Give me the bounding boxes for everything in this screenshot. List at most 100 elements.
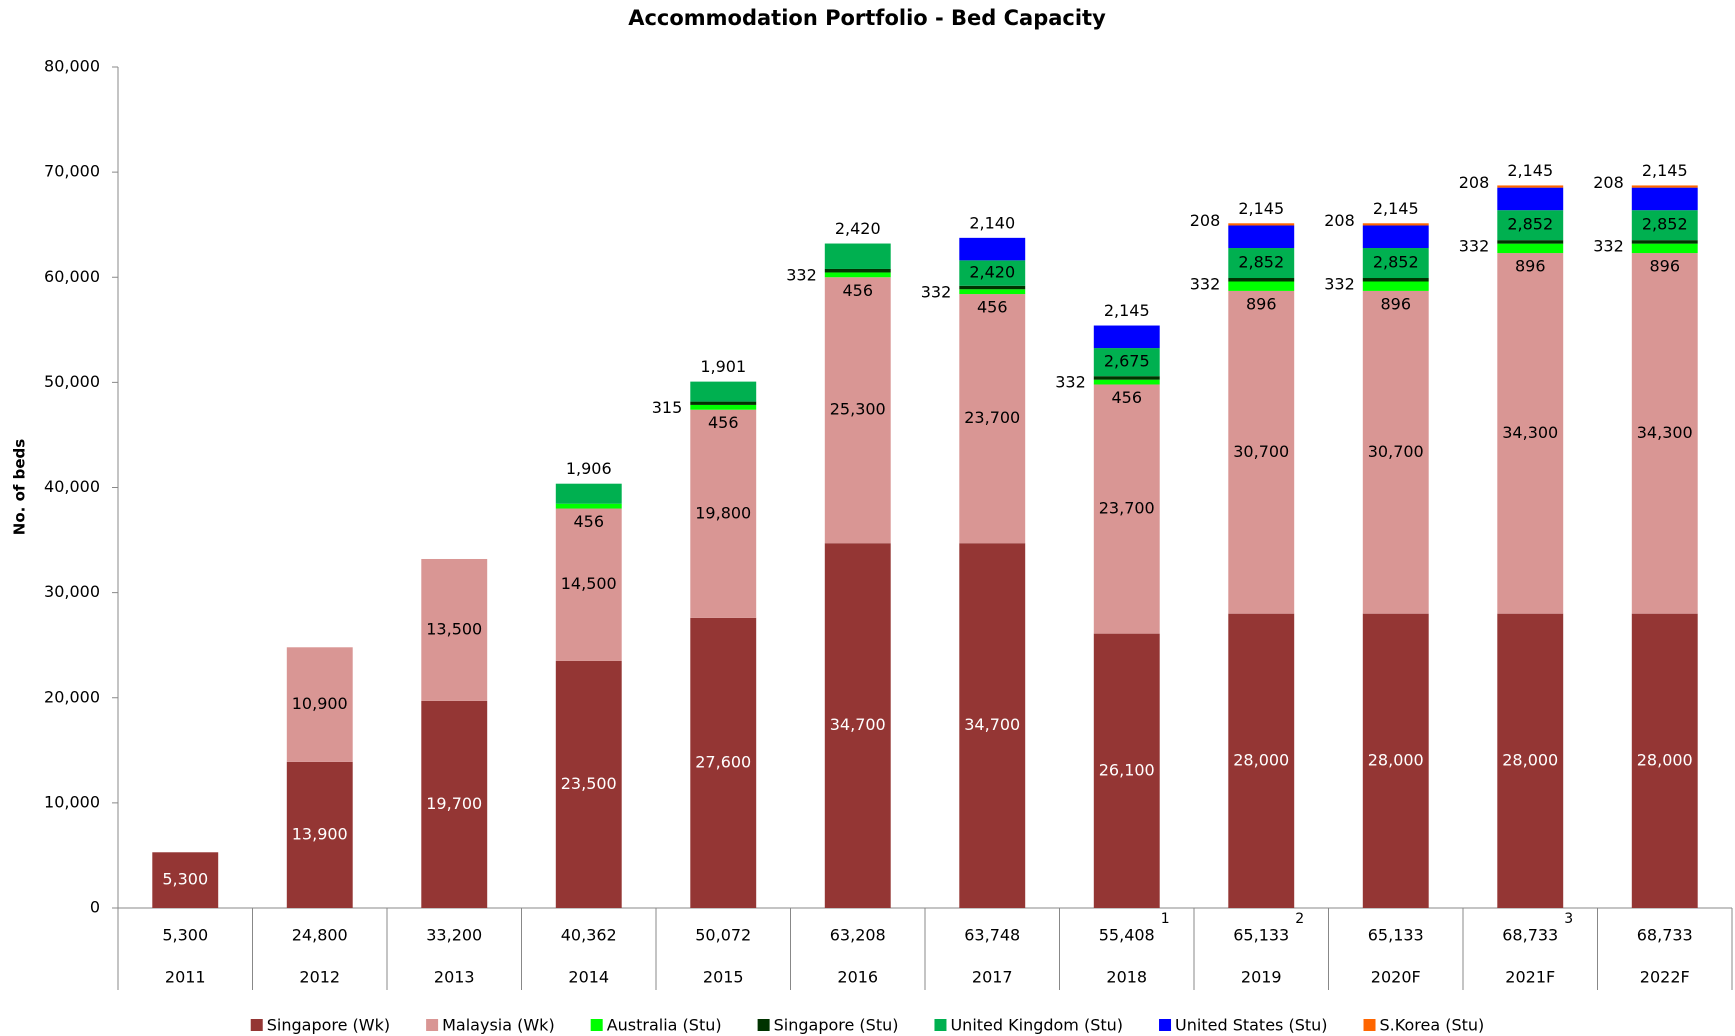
bar-segment — [1362, 248, 1429, 279]
y-tick-label: 20,000 — [44, 687, 100, 706]
value-label: 10,900 — [292, 694, 348, 713]
value-label: 332 — [1324, 275, 1355, 294]
legend-label: S.Korea (Stu) — [1380, 1016, 1485, 1035]
legend-label: Australia (Stu) — [607, 1016, 722, 1035]
value-label: 2,145 — [1104, 301, 1150, 320]
value-label: 332 — [1593, 237, 1624, 256]
bar-segment — [824, 268, 891, 273]
bar-segment — [1228, 278, 1295, 282]
total-label: 68,733 — [1637, 926, 1693, 945]
bar-segment — [690, 381, 757, 402]
bar-segment — [1093, 348, 1160, 377]
bar-segment — [555, 483, 622, 504]
bar-segment — [1093, 325, 1160, 349]
total-label: 68,733 — [1502, 926, 1558, 945]
bar-segment — [555, 503, 622, 509]
value-label: 208 — [1324, 211, 1355, 230]
value-label: 2,852 — [1642, 215, 1688, 234]
bar-segment — [1362, 281, 1429, 291]
bar-segment — [1631, 253, 1698, 614]
x-tick-label: 2012 — [299, 968, 340, 987]
total-label: 63,208 — [830, 926, 886, 945]
bar-segment — [1228, 613, 1295, 908]
legend-label: Singapore (Stu) — [774, 1016, 899, 1035]
bar-segment — [959, 237, 1026, 261]
value-label: 26,100 — [1099, 760, 1155, 779]
legend-label: Singapore (Wk) — [267, 1016, 390, 1035]
total-label: 33,200 — [426, 926, 482, 945]
bar-segment — [824, 543, 891, 908]
bar-segment — [555, 660, 622, 908]
total-label: 24,800 — [292, 926, 348, 945]
value-label: 456 — [573, 512, 604, 531]
value-label: 34,300 — [1637, 423, 1693, 442]
bar-segment — [1497, 243, 1564, 254]
y-axis-label: No. of beds — [11, 439, 29, 535]
bar-segment — [1093, 384, 1160, 634]
value-label: 30,700 — [1233, 442, 1289, 461]
value-label: 208 — [1190, 211, 1221, 230]
bar-segment — [1093, 376, 1160, 380]
value-label: 28,000 — [1233, 750, 1289, 769]
value-label: 13,900 — [292, 824, 348, 843]
bar-segment — [1362, 613, 1429, 908]
y-tick-label: 0 — [90, 898, 100, 917]
value-label: 19,700 — [426, 794, 482, 813]
value-label: 896 — [1246, 294, 1277, 313]
bar-segment — [1093, 379, 1160, 385]
bar-segment — [1362, 290, 1429, 614]
x-tick-label: 2019 — [1241, 968, 1282, 987]
value-label: 896 — [1515, 257, 1546, 276]
value-label: 14,500 — [561, 574, 617, 593]
bar-segment — [959, 294, 1026, 544]
bar-segment — [286, 761, 353, 908]
bar-segment — [1228, 248, 1295, 279]
legend-swatch — [426, 1019, 439, 1031]
bar-segment — [959, 543, 1026, 908]
value-label: 2,852 — [1238, 253, 1284, 272]
value-label: 34,300 — [1502, 423, 1558, 442]
bar-segment — [555, 508, 622, 661]
value-label: 2,145 — [1642, 161, 1688, 180]
legend-label: United States (Stu) — [1175, 1016, 1327, 1035]
total-label: 50,072 — [695, 926, 751, 945]
total-label: 63,748 — [964, 926, 1020, 945]
bar-segment — [286, 647, 353, 762]
bar-segment — [1631, 187, 1698, 211]
y-tick-label: 30,000 — [44, 582, 100, 601]
value-label: 2,420 — [969, 263, 1015, 282]
bar-segment — [421, 558, 488, 701]
bar-segment — [824, 243, 891, 269]
footnote: 3 — [1564, 911, 1573, 927]
bar-segment — [1631, 613, 1698, 908]
x-tick-label: 2011 — [165, 968, 206, 987]
bar-segment — [1362, 225, 1429, 249]
value-label: 2,140 — [969, 213, 1015, 232]
value-label: 2,145 — [1507, 161, 1553, 180]
x-tick-label: 2013 — [434, 968, 475, 987]
x-tick-label: 2018 — [1106, 968, 1147, 987]
y-tick-label: 80,000 — [44, 57, 100, 76]
value-label: 332 — [921, 282, 952, 301]
x-tick-label: 2015 — [703, 968, 744, 987]
bar-segment — [1497, 253, 1564, 614]
total-label: 40,362 — [561, 926, 617, 945]
bar-segment — [421, 700, 488, 908]
value-label: 456 — [1111, 388, 1142, 407]
total-label: 55,408 — [1099, 926, 1155, 945]
value-label: 315 — [652, 398, 683, 417]
x-tick-label: 2016 — [837, 968, 878, 987]
value-label: 896 — [1649, 257, 1680, 276]
value-label: 5,300 — [162, 870, 208, 889]
x-tick-label: 2014 — [568, 968, 609, 987]
bar-segment — [1497, 613, 1564, 908]
y-tick-label: 50,000 — [44, 372, 100, 391]
chart-title: Accommodation Portfolio - Bed Capacity — [628, 6, 1106, 30]
value-label: 23,500 — [561, 774, 617, 793]
bar-segment — [690, 617, 757, 908]
x-tick-label: 2017 — [972, 968, 1013, 987]
value-label: 2,145 — [1238, 199, 1284, 218]
footnote: 2 — [1295, 911, 1304, 927]
value-label: 30,700 — [1368, 442, 1424, 461]
